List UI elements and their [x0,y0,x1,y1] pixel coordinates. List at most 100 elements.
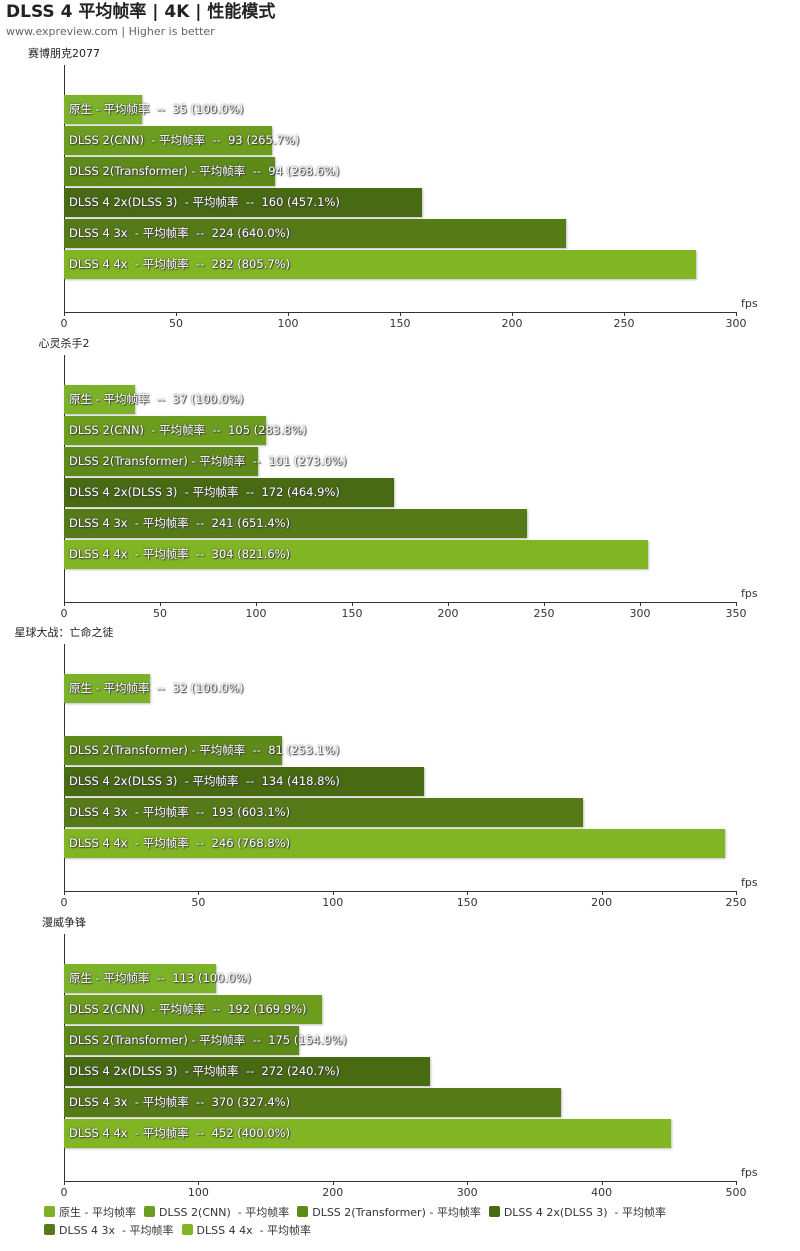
x-tick-label: 0 [60,1185,68,1199]
x-tick-label: 50 [191,896,206,909]
bar-label: DLSS 4 2x(DLSS 3) - 平均帧率 -- 172 (464.9%) [69,484,340,499]
x-tick [736,1180,737,1185]
x-tick-label: 200 [501,317,523,330]
x-tick [64,1180,65,1185]
bar-label: DLSS 2(Transformer) - 平均帧率 -- 175 (154.9… [69,1032,347,1047]
x-tick-label: 200 [322,1185,344,1199]
x-tick [736,312,737,316]
panel-title: 星球大战：亡命之徒 [14,626,114,639]
x-tick [64,601,65,606]
x-tick [400,312,401,316]
x-tick-label: 150 [341,606,363,620]
bar-label: DLSS 4 3x - 平均帧率 -- 241 (651.4%) [69,515,291,530]
bar-label: DLSS 2(Transformer) - 平均帧率 -- 81 (253.1%… [69,743,340,757]
x-tick-label: 100 [277,317,299,330]
legend-label: DLSS 2(CNN) - 平均帧率 [158,1206,290,1219]
x-tick [198,1180,200,1185]
bar [64,1056,430,1086]
legend-item[interactable]: 原生 - 平均帧率 [44,1204,136,1222]
x-tick [736,891,737,895]
legend-item[interactable]: DLSS 4 4x - 平均帧率 [181,1222,311,1240]
legend-swatch [143,1206,155,1217]
legend-swatch [44,1224,55,1235]
bar [64,674,151,703]
bar-label: DLSS 2(Transformer) - 平均帧率 -- 101 (273.0… [69,453,347,468]
x-tick [352,601,353,606]
bar-label: DLSS 4 4x - 平均帧率 -- 282 (805.7%) [69,257,291,271]
bar [64,994,323,1024]
axis-unit: fps [741,1165,758,1179]
axis-unit: fps [741,586,758,600]
x-tick [512,312,513,316]
x-tick [640,601,641,606]
bar [64,798,583,827]
bar [64,539,648,569]
legend-label: DLSS 2(Transformer) - 平均帧率 [312,1206,481,1219]
bar-label: DLSS 4 3x - 平均帧率 -- 224 (640.0%) [69,226,291,240]
bar [64,188,423,217]
x-tick [64,891,65,895]
bar [64,1118,672,1148]
legend-item[interactable]: DLSS 2(CNN) - 平均帧率 [143,1204,290,1222]
legend-label: DLSS 4 3x - 平均帧率 [59,1224,174,1237]
bar [64,250,696,279]
x-tick [160,601,161,606]
x-tick [176,312,177,316]
x-tick [332,1180,334,1185]
bar-label: 原生 - 平均帧率 -- 32 (100.0%) [69,681,244,695]
bar [64,477,395,507]
x-tick [624,312,625,316]
legend-swatch [488,1206,500,1217]
legend-label: 原生 - 平均帧率 [59,1206,136,1219]
x-tick-label: 150 [389,317,411,330]
x-tick-label: 0 [60,606,68,620]
x-tick [601,1180,603,1185]
bar-label: DLSS 4 3x - 平均帧率 -- 193 (603.1%) [69,805,291,819]
x-tick-label: 200 [437,606,459,620]
x-tick-label: 250 [725,896,747,909]
bar [64,963,216,993]
bar [64,126,273,155]
x-tick [467,1180,469,1185]
panel-title: 赛博朋克2077 [28,47,100,60]
bar [64,219,566,248]
bar [64,446,258,476]
x-tick-label: 100 [187,1185,209,1199]
bar-label: DLSS 4 4x - 平均帧率 -- 452 (400.0%) [69,1125,291,1140]
x-tick [448,601,449,606]
bar-label: DLSS 4 4x - 平均帧率 -- 304 (821.6%) [69,546,291,561]
bar-label: DLSS 4 2x(DLSS 3) - 平均帧率 -- 272 (240.7%) [69,1063,340,1078]
legend-item[interactable]: DLSS 4 3x - 平均帧率 [44,1222,174,1240]
x-tick-label: 300 [629,606,651,620]
x-tick [64,312,65,316]
bar [64,415,266,445]
bar [64,829,726,858]
bar-label: 原生 - 平均帧率 -- 113 (100.0%) [69,970,251,985]
x-tick [467,891,469,895]
x-tick [332,891,334,895]
x-tick-label: 200 [591,896,613,909]
x-tick [736,601,737,606]
bar [64,384,136,414]
x-tick-label: 300 [456,1185,478,1199]
x-tick [256,601,257,606]
x-tick-label: 150 [456,896,478,909]
x-tick-label: 0 [60,896,68,909]
bar-label: DLSS 2(Transformer) - 平均帧率 -- 94 (268.6%… [69,164,340,178]
x-axis-line [64,891,736,892]
x-tick-label: 300 [725,317,747,330]
x-tick [544,601,545,606]
bar-label: DLSS 4 2x(DLSS 3) - 平均帧率 -- 160 (457.1%) [69,195,340,209]
panel-title: 心灵杀手2 [38,336,90,350]
x-axis-line [64,601,736,603]
panel-title: 漫威争锋 [42,915,86,929]
legend-swatch [297,1206,309,1217]
x-tick [601,891,603,895]
legend-item[interactable]: DLSS 2(Transformer) - 平均帧率 [297,1204,481,1222]
legend-item[interactable]: DLSS 4 2x(DLSS 3) - 平均帧率 [488,1204,666,1222]
x-tick-label: 100 [322,896,344,909]
x-tick-label: 50 [153,606,167,620]
x-tick-label: 250 [533,606,555,620]
x-tick-label: 0 [60,317,68,330]
